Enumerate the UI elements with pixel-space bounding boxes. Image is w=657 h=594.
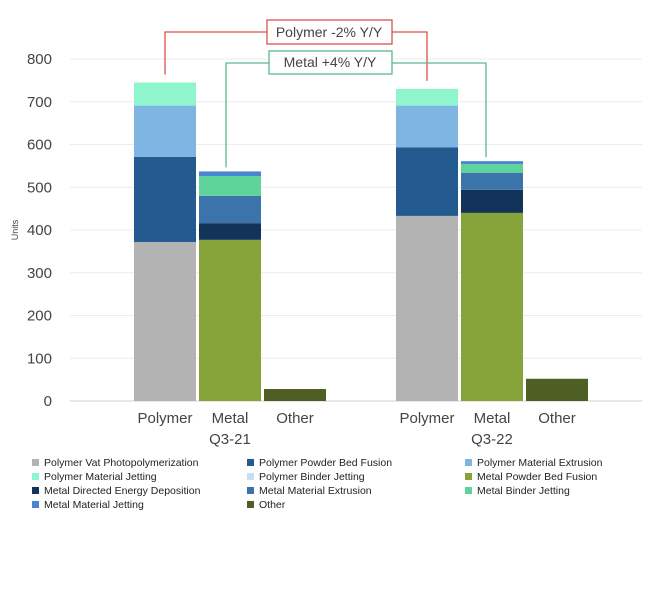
- x-tick-label: Other: [276, 410, 314, 427]
- legend-label: Metal Material Jetting: [44, 498, 144, 511]
- legend-label: Metal Binder Jetting: [477, 484, 570, 497]
- legend-swatch: [32, 487, 39, 494]
- legend-swatch: [465, 459, 472, 466]
- x-tick-label: Metal: [212, 410, 249, 427]
- bar-segment: [526, 378, 588, 401]
- bar-segment: [461, 189, 523, 213]
- legend-label: Polymer Material Jetting: [44, 470, 157, 483]
- x-tick-label: Polymer: [399, 410, 454, 427]
- chart-svg: 0 100 200 300 400 500 600 700 800 Units Polymer Met…: [10, 19, 642, 448]
- x-tick-label: Other: [538, 410, 576, 427]
- legend-swatch: [247, 459, 254, 466]
- bar-segment: [199, 171, 261, 177]
- y-tick-label: 700: [27, 94, 52, 111]
- legend-item: Polymer Vat Photopolymerization: [32, 456, 247, 469]
- y-tick-label: 800: [27, 51, 52, 68]
- legend: Polymer Vat Photopolymerization Polymer P…: [32, 456, 652, 511]
- bar-segment: [199, 195, 261, 224]
- y-axis-label: Units: [10, 219, 20, 240]
- metal-annotation-box: [268, 50, 393, 75]
- legend-item: Metal Binder Jetting: [465, 484, 655, 497]
- polymer-annotation-text: Polymer -2% Y/Y: [276, 24, 383, 40]
- legend-item: Metal Directed Energy Deposition: [32, 484, 247, 497]
- y-tick-label: 0: [44, 393, 52, 410]
- y-tick-label: 400: [27, 222, 52, 239]
- legend-swatch: [247, 473, 254, 480]
- legend-item: Polymer Binder Jetting: [247, 470, 465, 483]
- y-tick-label: 300: [27, 265, 52, 282]
- bar-segment: [134, 105, 196, 157]
- legend-swatch: [465, 487, 472, 494]
- legend-label: Other: [259, 498, 286, 511]
- bar-segment: [461, 161, 523, 165]
- bar-segment: [461, 164, 523, 173]
- bar-segment: [461, 172, 523, 190]
- polymer-annotation-box: [266, 19, 393, 45]
- y-tick-label: 600: [27, 137, 52, 154]
- legend-item: Polymer Material Extrusion: [465, 456, 655, 469]
- bar-segment: [396, 147, 458, 216]
- bar-segment: [134, 241, 196, 401]
- bar-segment: [199, 239, 261, 401]
- bar-segment: [264, 389, 326, 401]
- x-tick-label: Polymer: [137, 410, 192, 427]
- y-tick-label: 500: [27, 179, 52, 196]
- y-tick-label: 100: [27, 350, 52, 367]
- legend-item: Other: [247, 498, 465, 511]
- legend-swatch: [32, 459, 39, 466]
- legend-label: Polymer Vat Photopolymerization: [44, 456, 199, 469]
- bar-segment: [134, 156, 196, 242]
- legend-label: Polymer Material Extrusion: [477, 456, 603, 469]
- legend-item: Metal Powder Bed Fusion: [465, 470, 655, 483]
- legend-swatch: [465, 473, 472, 480]
- y-tick-label: 200: [27, 308, 52, 325]
- legend-label: Polymer Powder Bed Fusion: [259, 456, 393, 469]
- bar-segment: [396, 88, 458, 106]
- legend-swatch: [32, 473, 39, 480]
- legend-label: Polymer Binder Jetting: [259, 470, 365, 483]
- bar-segment: [461, 212, 523, 401]
- x-tick-label: Metal: [474, 410, 511, 427]
- group-label: Q3-22: [471, 431, 513, 448]
- metal-annotation-text: Metal +4% Y/Y: [284, 54, 377, 70]
- legend-item: Metal Material Jetting: [32, 498, 247, 511]
- bar-segment: [396, 215, 458, 401]
- legend-item: Polymer Powder Bed Fusion: [247, 456, 465, 469]
- legend-swatch: [32, 501, 39, 508]
- legend-item: Metal Material Extrusion: [247, 484, 465, 497]
- legend-swatch: [247, 487, 254, 494]
- bar-segment: [199, 176, 261, 196]
- legend-label: Metal Material Extrusion: [259, 484, 372, 497]
- legend-item: Polymer Material Jetting: [32, 470, 247, 483]
- bar-segment: [396, 105, 458, 148]
- bar-segment: [134, 82, 196, 106]
- bar-segment: [199, 223, 261, 240]
- group-label: Q3-21: [209, 431, 251, 448]
- legend-label: Metal Directed Energy Deposition: [44, 484, 201, 497]
- legend-label: Metal Powder Bed Fusion: [477, 470, 598, 483]
- legend-swatch: [247, 501, 254, 508]
